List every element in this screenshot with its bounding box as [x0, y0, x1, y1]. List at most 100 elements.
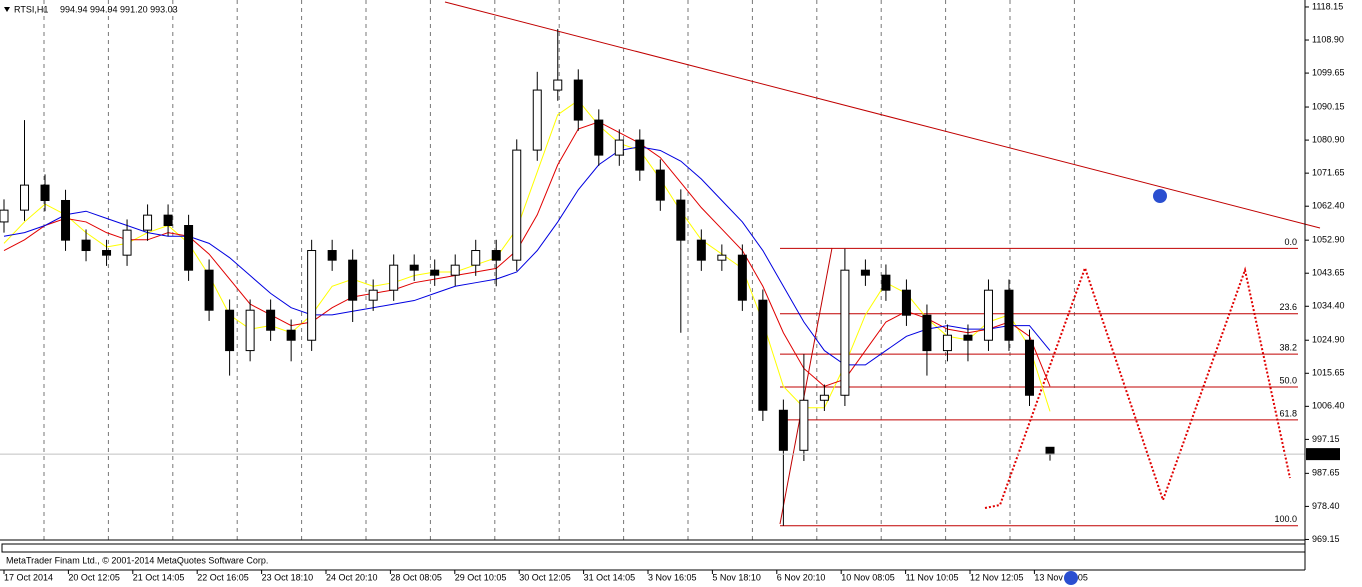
candle-body: [122, 229, 132, 256]
x-tick-label: 6 Nov 20:10: [777, 572, 826, 582]
current-price-box: [1306, 448, 1340, 461]
x-tick-label: 10 Nov 08:05: [841, 572, 895, 582]
candle-body: [471, 250, 481, 266]
menu-triangle: [4, 7, 10, 12]
candle-body: [922, 314, 932, 352]
y-tick-label: 1118.15: [1312, 1, 1343, 11]
y-tick-label: 987.65: [1312, 468, 1340, 478]
candle-body: [327, 250, 337, 261]
y-tick-label: 1015.65: [1312, 368, 1345, 378]
candle-body: [553, 79, 563, 91]
projection-path: [984, 264, 1291, 509]
candle-body: [450, 264, 460, 276]
candle-body: [963, 334, 973, 341]
fib-label: 100.0: [1274, 514, 1297, 524]
copyright: MetaTrader Finam Ltd., © 2001-2014 MetaQ…: [6, 555, 268, 565]
x-tick-label: 20 Oct 12:05: [68, 572, 120, 582]
candle-body: [163, 214, 173, 227]
candle-body: [20, 184, 30, 211]
candle-body: [491, 250, 501, 261]
moving-average: [3, 146, 1051, 366]
marker-dot: [1153, 189, 1167, 203]
fib-label: 38.2: [1279, 343, 1297, 353]
fib-label: 50.0: [1279, 375, 1297, 385]
y-tick-label: 1062.40: [1312, 201, 1345, 211]
fib-anchor-line: [779, 247, 833, 525]
subwindow-frame: [1, 543, 1306, 553]
candle-body: [143, 214, 153, 231]
candle-body: [368, 289, 378, 301]
x-tick-label: 13 Nov 14:05: [1034, 572, 1088, 582]
candle-body: [61, 199, 71, 241]
candle-body: [81, 239, 91, 252]
candle-body: [512, 149, 522, 261]
candle-body: [532, 89, 542, 151]
candle-body: [614, 139, 624, 156]
candle-body: [696, 239, 706, 261]
candle-body: [204, 269, 214, 311]
candle-body: [635, 139, 645, 171]
x-tick-label: 23 Oct 18:10: [262, 572, 314, 582]
y-tick-label: 1052.90: [1312, 235, 1345, 245]
candle-body: [430, 269, 440, 276]
candle-body: [676, 199, 686, 241]
plot-layer: 0.0 23.6 38.2 50.0 61.8 100.0: [0, 28, 1305, 527]
candle-body: [286, 329, 296, 341]
y-tick-label: 1108.90: [1312, 34, 1344, 44]
ohlc-info: 994.94 994.94 991.20 993.03: [60, 4, 178, 14]
y-tick-label: 1080.90: [1312, 134, 1345, 144]
x-tick-label: 17 Oct 2014: [4, 572, 53, 582]
candle-body: [737, 254, 747, 301]
candle-body: [594, 119, 604, 156]
candle-body: [389, 264, 399, 291]
candle-body: [40, 184, 50, 201]
candle-body: [819, 394, 829, 401]
candle-body: [573, 79, 583, 121]
candle-body: [1024, 339, 1034, 396]
y-tick-label: 1099.65: [1312, 67, 1345, 77]
y-tick-label: 1006.40: [1312, 401, 1345, 411]
candle-body: [266, 309, 276, 331]
current-price-label: 993.03: [1309, 448, 1337, 458]
x-tick-label: 29 Oct 10:05: [455, 572, 507, 582]
candle-body: [1004, 289, 1014, 341]
x-tick-label: 5 Nov 18:10: [712, 572, 761, 582]
y-tick-label: 1024.90: [1312, 335, 1345, 345]
axes-layer: 1118.15 1108.90 1099.65 1090.15 1080.90 1071.…: [3, 1, 1345, 582]
y-tick-label: 1043.65: [1312, 268, 1345, 278]
fib-label: 61.8: [1279, 408, 1297, 418]
candle-body: [942, 334, 952, 352]
candle-body: [840, 269, 850, 396]
x-tick-label: 28 Oct 08:05: [390, 572, 442, 582]
trend-line: [444, 1, 1321, 229]
candle-body: [102, 250, 112, 256]
candle-body: [717, 254, 727, 261]
candle-body: [1045, 446, 1055, 455]
x-tick-label: 3 Nov 16:05: [648, 572, 697, 582]
x-tick-label: 31 Oct 14:05: [584, 572, 636, 582]
candle-body: [409, 264, 419, 271]
candle-body: [0, 209, 9, 223]
marker-dot: [1064, 571, 1078, 585]
moving-average: [3, 121, 1051, 387]
x-tick-label: 22 Oct 16:05: [197, 572, 249, 582]
grid-layer: [43, 0, 1075, 540]
x-tick-label: 11 Nov 10:05: [906, 572, 959, 582]
candle-body: [758, 299, 768, 411]
y-tick-label: 978.40: [1312, 501, 1340, 511]
y-tick-label: 969.15: [1312, 534, 1340, 544]
y-tick-label: 997.15: [1312, 434, 1340, 444]
candle-body: [307, 250, 317, 341]
candle-body: [778, 409, 788, 451]
candle-body: [799, 399, 809, 451]
candle-body: [184, 225, 194, 271]
symbol-label: RTSI,H1: [14, 4, 48, 14]
x-tick-label: 24 Oct 20:10: [326, 572, 378, 582]
candle-body: [655, 169, 665, 201]
candle-body: [860, 269, 870, 276]
candle-body: [245, 309, 255, 352]
candle-body: [881, 274, 891, 291]
y-tick-label: 1071.65: [1312, 168, 1345, 178]
fib-label: 23.6: [1279, 302, 1297, 312]
